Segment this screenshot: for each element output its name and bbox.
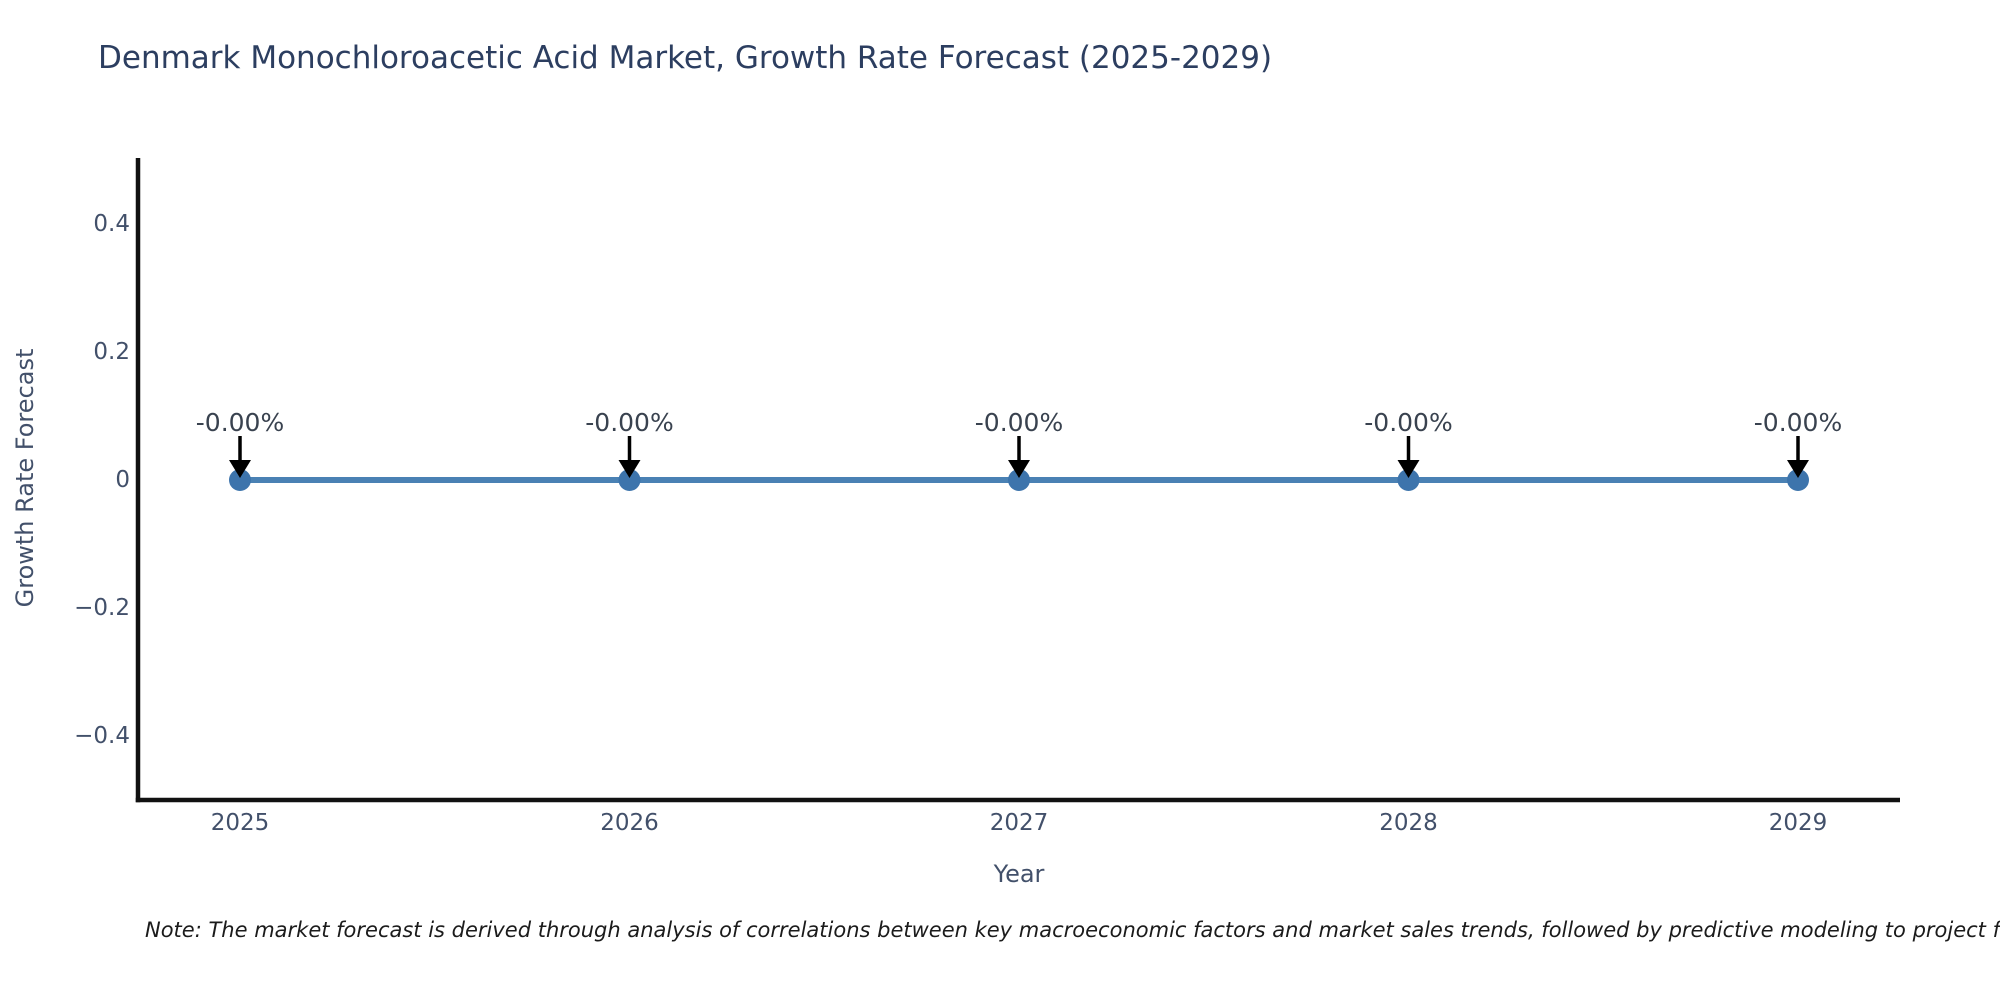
y-tick-label: 0 bbox=[115, 467, 130, 493]
y-tick-label: −0.2 bbox=[74, 595, 130, 621]
data-point-marker bbox=[229, 469, 251, 491]
data-point-marker bbox=[1787, 469, 1809, 491]
point-annotation: -0.00% bbox=[1364, 408, 1453, 437]
annotation-arrow-head bbox=[229, 460, 251, 478]
point-annotation: -0.00% bbox=[1753, 408, 1843, 437]
data-point-marker bbox=[1397, 469, 1420, 491]
annotation-arrow-head bbox=[618, 460, 641, 478]
x-axis-title: Year bbox=[993, 860, 1045, 888]
x-tick-label: 2029 bbox=[1768, 810, 1828, 836]
point-annotation: -0.00% bbox=[974, 408, 1064, 437]
data-point-marker bbox=[618, 469, 641, 491]
y-axis-title: Growth Rate Forecast bbox=[11, 348, 39, 608]
y-tick-label: 0.4 bbox=[93, 211, 130, 237]
point-annotation: -0.00% bbox=[585, 408, 674, 437]
annotation-arrow-head bbox=[1397, 460, 1420, 478]
data-point-marker bbox=[1008, 469, 1030, 491]
x-tick-label: 2027 bbox=[989, 810, 1049, 836]
x-tick-label: 2025 bbox=[210, 810, 270, 836]
y-tick-label: 0.2 bbox=[93, 339, 130, 365]
x-tick-label: 2026 bbox=[600, 810, 659, 836]
annotation-arrow-head bbox=[1008, 460, 1030, 478]
point-annotation: -0.00% bbox=[195, 408, 285, 437]
x-tick-label: 2028 bbox=[1379, 810, 1438, 836]
chart-title: Denmark Monochloroacetic Acid Market, Gr… bbox=[98, 40, 1273, 76]
y-tick-label: −0.4 bbox=[74, 723, 130, 749]
note-text: Note: The market forecast is derived thr… bbox=[145, 918, 2000, 942]
annotation-arrow-head bbox=[1787, 460, 1809, 478]
